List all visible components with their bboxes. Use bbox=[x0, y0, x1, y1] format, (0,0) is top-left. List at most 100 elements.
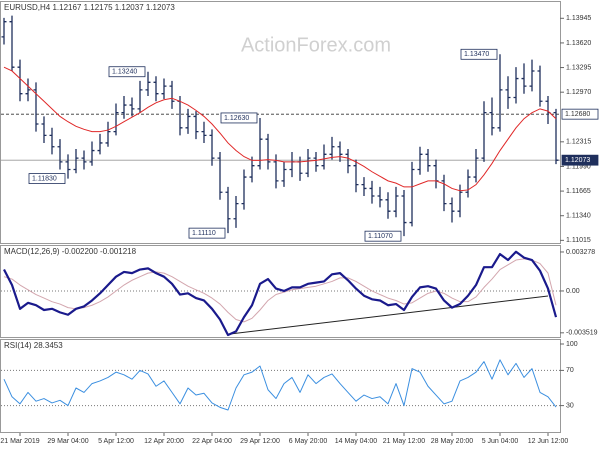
price-panel bbox=[0, 1, 561, 244]
ohlc-bar bbox=[17, 59, 23, 102]
ohlc-bar bbox=[481, 101, 487, 162]
y-tick-label: 1.11665 bbox=[566, 188, 591, 195]
x-tick-label: 14 May 04:00 bbox=[335, 438, 378, 445]
ohlc-bar bbox=[465, 169, 471, 198]
price-label-box bbox=[561, 154, 599, 166]
indicator-line bbox=[3, 359, 557, 411]
ohlc-bar bbox=[25, 78, 31, 102]
ohlc-bar bbox=[209, 129, 215, 166]
y-tick-label: 1.11990 bbox=[566, 163, 591, 170]
ohlc-bar bbox=[441, 174, 447, 212]
y-tick-label: 100 bbox=[566, 341, 578, 348]
ohlc-bar bbox=[121, 95, 127, 119]
ohlc-bar bbox=[225, 186, 231, 234]
ohlc-bar bbox=[409, 161, 415, 227]
moving-average bbox=[3, 66, 557, 192]
y-tick-label: 1.13620 bbox=[566, 40, 591, 47]
y-tick-label: 70 bbox=[566, 367, 574, 374]
x-tick-label: 29 Apr 12:00 bbox=[240, 438, 280, 445]
y-tick-label: 30 bbox=[566, 402, 574, 409]
annotation: 1.12630 bbox=[224, 115, 249, 122]
ohlc-bar bbox=[473, 149, 479, 183]
ohlc-bar bbox=[489, 97, 495, 136]
ohlc-bar bbox=[73, 149, 79, 174]
ohlc-bar bbox=[305, 149, 311, 178]
indicator-line bbox=[3, 250, 558, 337]
y-tick-label: -0.003519 bbox=[566, 330, 598, 337]
watermark: ActionForex.com bbox=[241, 34, 391, 56]
x-tick-label: 5 Apr 12:00 bbox=[98, 438, 134, 445]
ohlc-bar bbox=[65, 154, 71, 179]
y-tick-label: 1.13295 bbox=[566, 64, 591, 71]
ohlc-bar bbox=[329, 136, 335, 160]
x-tick-label: 12 Jun 12:00 bbox=[528, 438, 569, 445]
ohlc-bar bbox=[33, 82, 39, 132]
chart-title: EURUSD,H4 1.12167 1.12175 1.12037 1.1207… bbox=[4, 3, 175, 12]
y-tick-label: 1.11015 bbox=[566, 237, 591, 244]
annotation: 1.11070 bbox=[368, 233, 393, 240]
x-tick-label: 12 Apr 20:00 bbox=[144, 438, 184, 445]
ohlc-bar bbox=[401, 189, 407, 237]
ohlc-bar bbox=[345, 149, 351, 174]
ohlc-bar bbox=[529, 59, 535, 92]
ohlc-bar bbox=[185, 108, 191, 134]
price-label: 1.12073 bbox=[565, 157, 590, 164]
ohlc-bar bbox=[105, 121, 111, 147]
y-tick-label: 1.13945 bbox=[566, 15, 591, 22]
ohlc-bar bbox=[49, 127, 55, 155]
rsi-title: RSI(14) 28.3453 bbox=[4, 341, 63, 350]
ohlc-bar bbox=[377, 186, 383, 208]
ohlc-bar bbox=[169, 80, 175, 109]
ohlc-bar bbox=[113, 103, 119, 136]
annotation-box bbox=[364, 230, 402, 242]
ohlc-bar bbox=[257, 117, 263, 170]
y-tick-label: 0.003278 bbox=[566, 249, 595, 256]
annotation-box bbox=[188, 227, 226, 239]
ohlc-bar bbox=[193, 111, 199, 140]
ohlc-bar bbox=[385, 192, 391, 219]
ohlc-bar bbox=[449, 197, 455, 223]
annotation-box bbox=[108, 66, 146, 78]
ohlc-bar bbox=[537, 65, 543, 107]
ohlc-bar bbox=[217, 152, 223, 200]
ohlc-bar bbox=[137, 80, 143, 113]
ohlc-bar bbox=[153, 76, 159, 102]
y-tick-label: 0.00 bbox=[566, 288, 580, 295]
price-label-box bbox=[561, 108, 599, 120]
y-tick-label: 1.12970 bbox=[566, 89, 591, 96]
ohlc-bar bbox=[41, 116, 47, 143]
annotation-box bbox=[28, 173, 66, 184]
macd-panel bbox=[0, 245, 561, 338]
ohlc-bar bbox=[145, 71, 151, 96]
ohlc-bar bbox=[57, 139, 63, 170]
ohlc-bar bbox=[313, 152, 319, 172]
ohlc-bar bbox=[417, 146, 423, 175]
ohlc-bar bbox=[497, 54, 503, 132]
x-tick-label: 5 Jun 04:00 bbox=[482, 438, 519, 445]
x-tick-label: 22 Apr 04:00 bbox=[192, 438, 232, 445]
ohlc-bar bbox=[521, 63, 527, 94]
annotation: 1.13470 bbox=[464, 51, 489, 58]
ohlc-bar bbox=[161, 78, 167, 100]
x-tick-label: 6 May 20:00 bbox=[289, 438, 328, 445]
ohlc-bar bbox=[1, 17, 7, 45]
rsi-panel bbox=[0, 339, 561, 433]
ohlc-bar bbox=[361, 177, 367, 197]
ohlc-bar bbox=[201, 121, 207, 143]
x-tick-label: 21 May 12:00 bbox=[383, 438, 426, 445]
ohlc-bar bbox=[505, 76, 511, 109]
y-tick-label: 1.12315 bbox=[566, 139, 591, 146]
x-tick-label: 28 May 20:00 bbox=[431, 438, 474, 445]
ohlc-bar bbox=[265, 133, 271, 170]
annotation: 1.11110 bbox=[192, 230, 216, 237]
macd-title: MACD(12,26,9) -0.002200 -0.001218 bbox=[4, 247, 137, 256]
ohlc-bar bbox=[513, 67, 519, 104]
y-tick-label: 1.11340 bbox=[566, 213, 591, 220]
annotation: 1.13240 bbox=[112, 69, 137, 76]
ohlc-bar bbox=[353, 159, 359, 193]
ohlc-bar bbox=[81, 150, 87, 170]
ohlc-bar bbox=[457, 184, 463, 218]
ohlc-bar bbox=[369, 180, 375, 204]
ohlc-bar bbox=[321, 144, 327, 170]
